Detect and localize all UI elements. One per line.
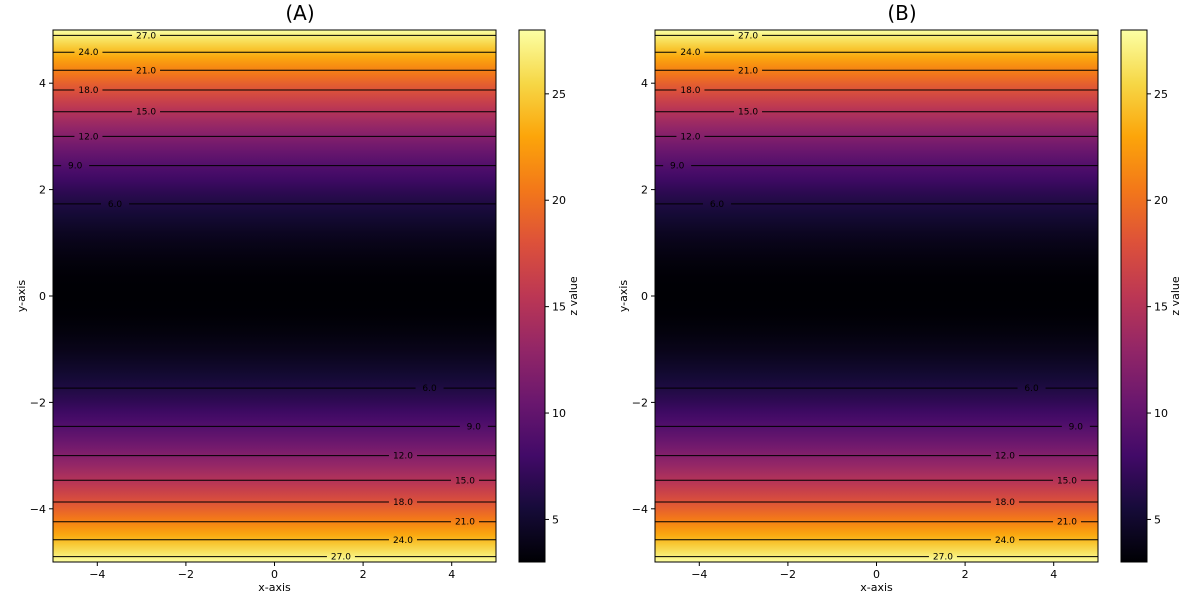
colorbar-tick-label: 15 bbox=[1154, 301, 1168, 314]
y-axis-label: y-axis bbox=[617, 280, 630, 313]
y-tick-label: −4 bbox=[632, 503, 648, 516]
x-axis-label: x-axis bbox=[860, 581, 893, 594]
contour-label: 24.0 bbox=[393, 536, 413, 546]
contour-label: 12.0 bbox=[393, 452, 413, 462]
contour-label: 6.0 bbox=[710, 200, 725, 210]
colorbar-label: z value bbox=[1169, 276, 1182, 316]
contour-label: 18.0 bbox=[393, 498, 413, 508]
contour-label: 15.0 bbox=[136, 108, 156, 118]
heatmap-fill bbox=[53, 30, 496, 562]
contour-label: 21.0 bbox=[738, 66, 758, 76]
contour-label: 6.0 bbox=[108, 200, 123, 210]
colorbar-tick-label: 25 bbox=[552, 88, 566, 101]
y-tick-label: 0 bbox=[641, 290, 648, 303]
contour-label: 21.0 bbox=[1057, 518, 1077, 528]
colorbar-tick-label: 15 bbox=[552, 301, 566, 314]
x-tick-label: 4 bbox=[448, 568, 455, 581]
colorbar bbox=[1120, 29, 1148, 563]
colorbar-tick-label: 25 bbox=[1154, 88, 1168, 101]
x-axis-label: x-axis bbox=[258, 581, 291, 594]
x-tick-label: −4 bbox=[691, 568, 707, 581]
y-tick-label: −2 bbox=[30, 396, 46, 409]
contour-label: 6.0 bbox=[1024, 384, 1039, 394]
colorbar-label: z value bbox=[567, 276, 580, 316]
y-axis-label: y-axis bbox=[15, 280, 28, 313]
contour-label: 27.0 bbox=[738, 31, 758, 41]
contour-label: 24.0 bbox=[995, 536, 1015, 546]
contour-label: 15.0 bbox=[1057, 476, 1077, 486]
x-tick-label: 4 bbox=[1050, 568, 1057, 581]
y-tick-label: 2 bbox=[641, 184, 648, 197]
panel-title: (A) bbox=[285, 1, 314, 25]
colorbar-tick-label: 5 bbox=[552, 513, 559, 526]
chart-panel-a: 6.0 6.0 9.0 9.0 12.0 12.0 15.0 15.0 18.0 18.0 21.0… bbox=[15, 1, 580, 594]
y-tick-label: 0 bbox=[39, 290, 46, 303]
contour-label: 27.0 bbox=[331, 553, 351, 563]
colorbar-tick-label: 10 bbox=[1154, 407, 1168, 420]
contour-label: 18.0 bbox=[78, 86, 98, 96]
contour-label: 27.0 bbox=[136, 31, 156, 41]
colorbar-tick-label: 5 bbox=[1154, 513, 1161, 526]
contour-label: 24.0 bbox=[680, 48, 700, 58]
x-tick-label: −4 bbox=[89, 568, 105, 581]
heatmap-fill bbox=[655, 30, 1098, 562]
y-tick-label: −2 bbox=[632, 396, 648, 409]
contour-label: 21.0 bbox=[136, 66, 156, 76]
x-tick-label: −2 bbox=[780, 568, 796, 581]
colorbar-tick-label: 10 bbox=[552, 407, 566, 420]
x-tick-label: 2 bbox=[962, 568, 969, 581]
contour-label: 6.0 bbox=[422, 384, 437, 394]
contour-label: 18.0 bbox=[995, 498, 1015, 508]
contour-label: 21.0 bbox=[455, 518, 475, 528]
colorbar-tick-label: 20 bbox=[1154, 194, 1168, 207]
panel-title: (B) bbox=[887, 1, 916, 25]
colorbar bbox=[518, 29, 546, 563]
contour-label: 9.0 bbox=[68, 162, 83, 172]
y-tick-label: 4 bbox=[641, 77, 648, 90]
contour-label: 15.0 bbox=[738, 108, 758, 118]
contour-label: 9.0 bbox=[467, 422, 482, 432]
y-tick-label: 2 bbox=[39, 184, 46, 197]
x-tick-label: 2 bbox=[360, 568, 367, 581]
contour-label: 15.0 bbox=[455, 476, 475, 486]
contour-label: 12.0 bbox=[995, 452, 1015, 462]
colorbar-tick-label: 20 bbox=[552, 194, 566, 207]
x-tick-label: −2 bbox=[178, 568, 194, 581]
contour-label: 12.0 bbox=[78, 132, 98, 142]
contour-label: 9.0 bbox=[1069, 422, 1084, 432]
contour-label: 12.0 bbox=[680, 132, 700, 142]
contour-label: 24.0 bbox=[78, 48, 98, 58]
y-tick-label: 4 bbox=[39, 77, 46, 90]
contour-label: 9.0 bbox=[670, 162, 685, 172]
contour-label: 27.0 bbox=[933, 553, 953, 563]
x-tick-label: 0 bbox=[873, 568, 880, 581]
x-tick-label: 0 bbox=[271, 568, 278, 581]
contour-label: 18.0 bbox=[680, 86, 700, 96]
y-tick-label: −4 bbox=[30, 503, 46, 516]
chart-panel-b: 6.0 6.0 9.0 9.0 12.0 12.0 15.0 15.0 18.0 18.0 21.0… bbox=[617, 1, 1182, 594]
